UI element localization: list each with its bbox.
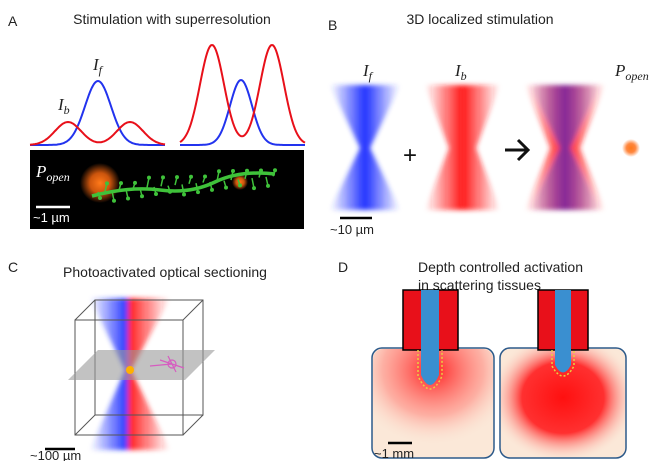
panel-label: D — [338, 259, 348, 275]
subscript: f — [369, 69, 374, 83]
imaging-plane — [68, 350, 215, 380]
spine-head — [238, 183, 242, 187]
spine-head — [154, 192, 158, 196]
spine-head — [189, 175, 193, 179]
symbol: P — [614, 61, 625, 80]
spine-head — [133, 181, 137, 185]
symbol: P — [35, 162, 46, 181]
profile-curve — [30, 122, 165, 145]
spine-head — [217, 169, 221, 173]
spine-head — [273, 168, 277, 172]
spine-head — [252, 186, 256, 190]
activation-spot — [622, 139, 640, 157]
subscript: open — [46, 170, 69, 184]
scale-bar-label: ~100 µm — [30, 448, 81, 461]
panel-label: C — [8, 259, 18, 275]
beams — [330, 85, 605, 210]
panel-label: B — [328, 17, 337, 33]
spine-head — [210, 188, 214, 192]
spine-head — [140, 194, 144, 198]
scale-bar-label: ~1 mm — [374, 446, 414, 461]
label-popen: Popen — [614, 61, 649, 83]
spine-head — [203, 175, 207, 179]
spine-head — [126, 196, 130, 200]
figure: A Stimulation with superresolution Ib If… — [0, 0, 651, 461]
combined-blue — [530, 85, 600, 210]
plus-sign: + — [403, 142, 417, 169]
arrow — [505, 140, 528, 160]
spine-head — [119, 181, 123, 185]
panel-title: Stimulation with superresolution — [73, 11, 271, 27]
spine-head — [175, 175, 179, 179]
intensity-profiles — [30, 45, 305, 145]
spine-head — [266, 184, 270, 188]
panel-title: Photoactivated optical sectioning — [63, 264, 267, 280]
scale-bar-label: ~10 µm — [330, 222, 374, 237]
spine-head — [231, 169, 235, 173]
panel-title: Depth controlled activation — [418, 259, 583, 275]
subscript: b — [461, 69, 467, 83]
focused-beam — [330, 85, 400, 210]
subscript: open — [625, 69, 648, 83]
spine-head — [224, 186, 228, 190]
bessel-beam — [425, 85, 500, 210]
spine-head — [259, 169, 263, 173]
profile-curve — [180, 45, 305, 143]
fiber — [555, 290, 571, 373]
panel-label: A — [8, 13, 18, 29]
fiber — [421, 290, 439, 385]
subscript: b — [64, 103, 70, 117]
label-ib: Ib — [57, 95, 70, 117]
spine-head — [161, 175, 165, 179]
label-if: If — [92, 55, 104, 77]
spine-head — [168, 190, 172, 194]
panel-title: 3D localized stimulation — [406, 11, 553, 27]
activated-cell — [126, 366, 134, 374]
scale-bar-label: ~1 µm — [33, 210, 70, 225]
spine-head — [196, 190, 200, 194]
spine-head — [112, 199, 116, 203]
spine-head — [182, 192, 186, 196]
label-ib: Ib — [454, 61, 467, 83]
label-if: If — [362, 61, 374, 83]
spine-head — [147, 176, 151, 180]
spine-head — [105, 181, 109, 185]
spine-head — [98, 196, 102, 200]
spine-head — [245, 169, 249, 173]
subscript: f — [99, 63, 104, 77]
